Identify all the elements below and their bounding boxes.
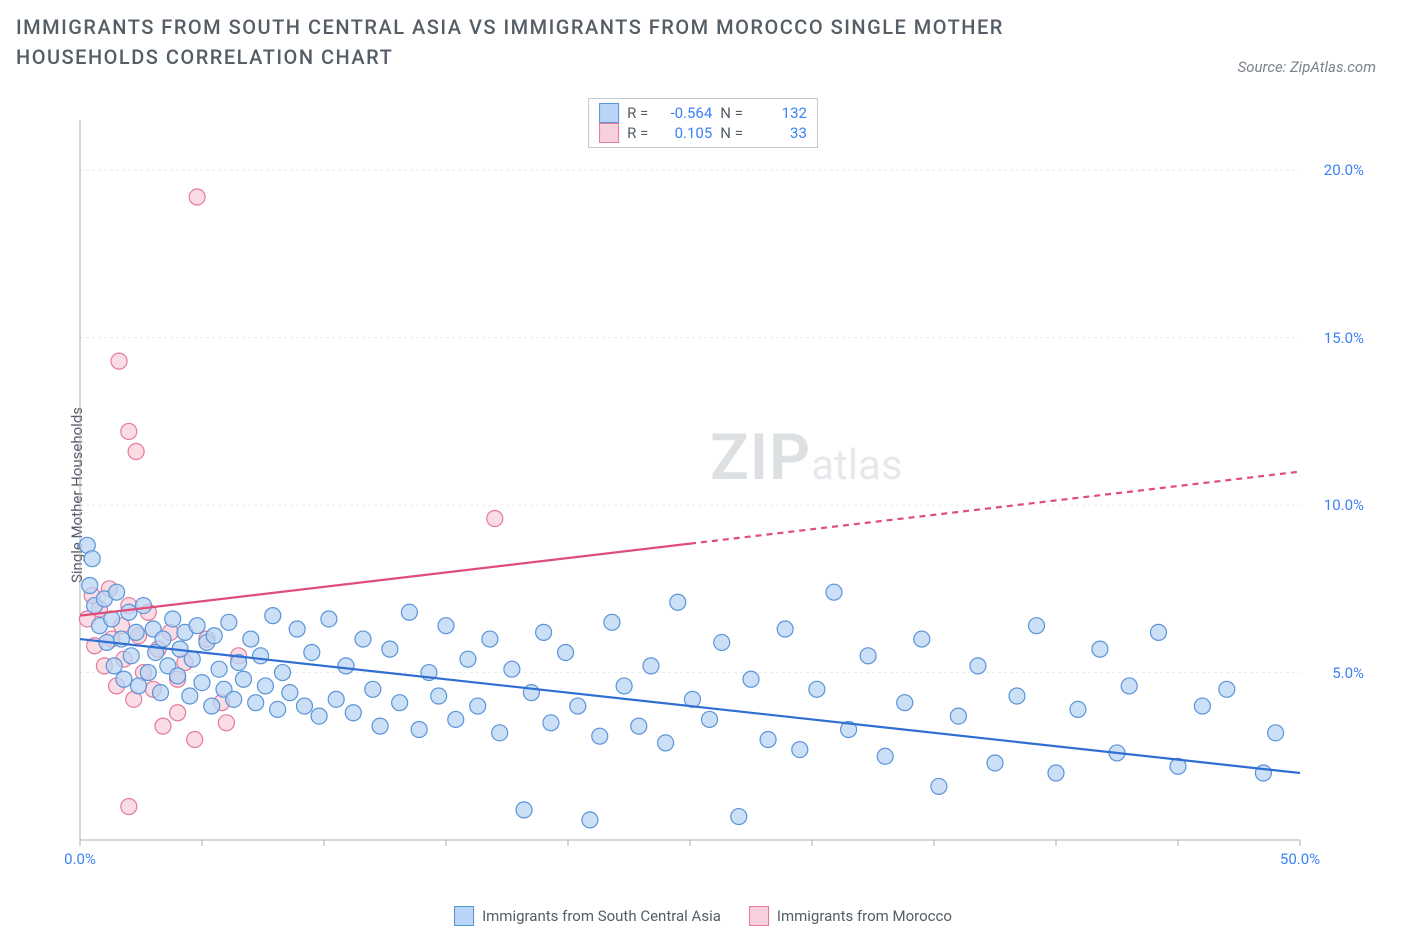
plot-area: Single Mother Households ZIPatlas 5.0%10… xyxy=(50,110,1370,880)
r-value-sca: -0.564 xyxy=(660,104,712,122)
r-value-mor: 0.105 xyxy=(660,124,712,142)
legend-row-mor: R = 0.105 N = 33 xyxy=(599,123,807,143)
scatter-chart xyxy=(50,110,1370,880)
n-value-mor: 33 xyxy=(755,124,807,142)
correlation-legend: R = -0.564 N = 132 R = 0.105 N = 33 xyxy=(588,98,818,148)
r-label: R = xyxy=(627,124,648,142)
n-label: N = xyxy=(720,104,743,122)
chart-title: IMMIGRANTS FROM SOUTH CENTRAL ASIA VS IM… xyxy=(16,12,1146,72)
swatch-sca xyxy=(454,906,474,926)
swatch-mor xyxy=(749,906,769,926)
n-label: N = xyxy=(720,124,743,142)
n-value-sca: 132 xyxy=(755,104,807,122)
series-legend: Immigrants from South Central Asia Immig… xyxy=(454,906,952,926)
legend-label-mor: Immigrants from Morocco xyxy=(777,907,952,925)
swatch-sca xyxy=(599,103,619,123)
r-label: R = xyxy=(627,104,648,122)
legend-item-mor: Immigrants from Morocco xyxy=(749,906,952,926)
legend-row-sca: R = -0.564 N = 132 xyxy=(599,103,807,123)
swatch-mor xyxy=(599,123,619,143)
legend-item-sca: Immigrants from South Central Asia xyxy=(454,906,721,926)
source-label: Source: ZipAtlas.com xyxy=(1238,58,1376,76)
legend-label-sca: Immigrants from South Central Asia xyxy=(482,907,721,925)
